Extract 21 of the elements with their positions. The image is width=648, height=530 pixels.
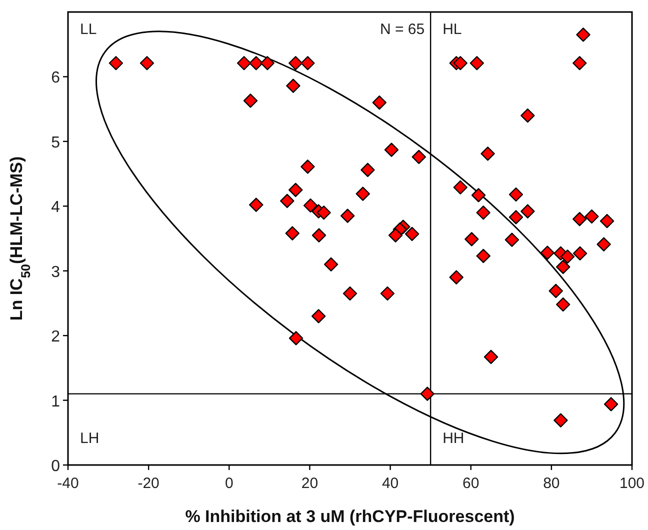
y-tick-label: 6 [51,70,60,87]
y-tick-label: 1 [51,393,60,410]
annotation: N = 65 [380,21,425,38]
x-tick-label: -20 [138,475,160,492]
annotation: HH [442,430,464,447]
x-tick-label: -40 [57,475,79,492]
y-tick-label: 5 [51,134,60,152]
x-tick-label: 100 [619,475,645,492]
y-tick-label: 2 [51,328,60,346]
x-tick-label: 60 [462,475,480,492]
x-tick-label: 40 [382,475,399,492]
y-tick-label: 0 [51,458,60,475]
x-tick-label: 20 [301,475,318,492]
y-tick-label: 4 [51,199,60,216]
annotation: LH [80,430,100,447]
annotation: LL [80,21,97,38]
x-tick-label: 0 [224,475,234,492]
x-axis-title: % Inhibition at 3 uM (rhCYP-Fluorescent) [185,507,515,526]
annotation: HL [442,21,462,38]
x-tick-label: 80 [543,475,560,492]
y-tick-label: 3 [51,264,60,281]
